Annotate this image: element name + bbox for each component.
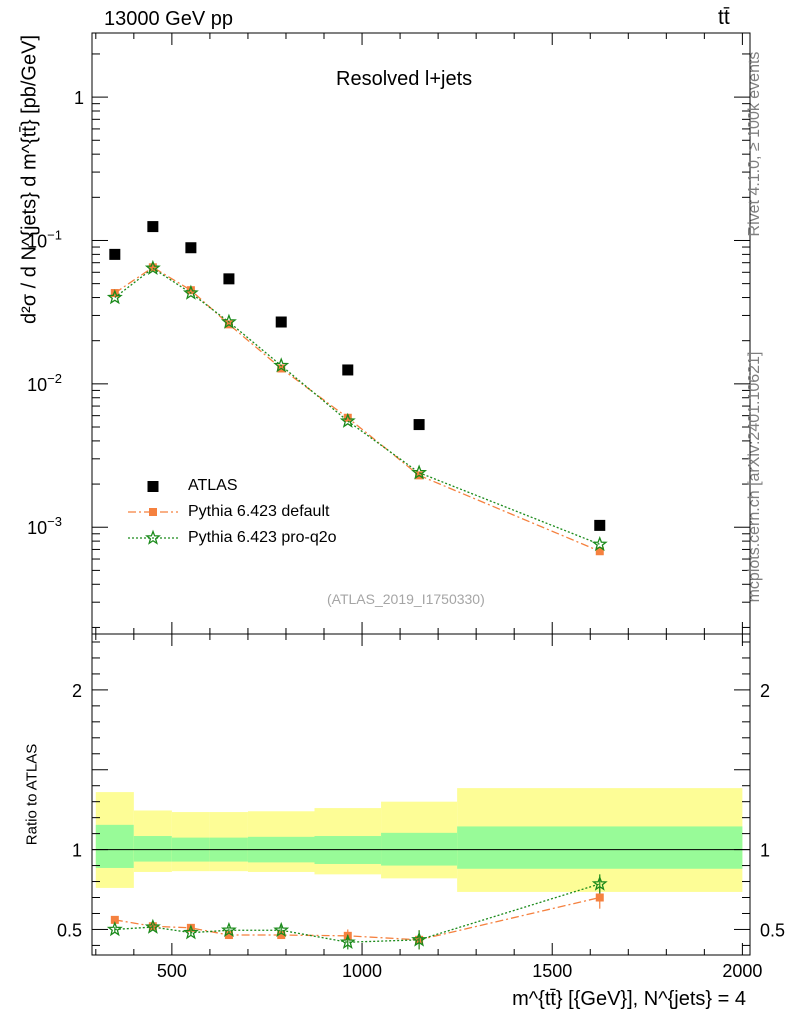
ratio-point-1-1 — [144, 918, 161, 934]
y-tick-exponent-0: −3 — [47, 514, 62, 529]
ratio-point-0-3 — [224, 931, 233, 940]
stat-uncertainty-band-7 — [457, 826, 743, 869]
ratio-tick-label-right-2: 2 — [760, 681, 770, 701]
main-point-1-0 — [110, 289, 119, 298]
ratio-point-1-0 — [106, 921, 123, 937]
main-point-0-2 — [185, 242, 197, 254]
legend-label-pythia-pro-q2o: Pythia 6.423 pro-q2o — [188, 529, 337, 546]
stat-uncertainty-band-1 — [133, 836, 172, 862]
main-point-2-7 — [591, 535, 608, 552]
main-point-2-5 — [339, 412, 356, 428]
y-tick-base-0: 10 — [27, 518, 47, 538]
main-point-0-1 — [147, 221, 159, 233]
main-point-1-5 — [343, 413, 352, 422]
y-tick-label-3: 1 — [74, 88, 84, 108]
x-axis-title: m^{tt̄} [{GeV}], N^{jets} = 4 — [512, 988, 746, 1010]
main-point-0-3 — [223, 273, 235, 285]
main-point-1-2 — [186, 286, 195, 295]
ratio-panel-lines — [106, 874, 608, 950]
y-tick-label-1: 10−2 — [27, 371, 62, 395]
main-point-0-4 — [275, 316, 287, 328]
y-tick-base-1: 10 — [27, 375, 47, 395]
stat-uncertainty-band-0 — [95, 824, 134, 868]
ratio-point-1-5 — [339, 933, 356, 949]
x-tick-label-1000: 1000 — [342, 961, 382, 981]
ratio-line-0 — [114, 896, 600, 941]
beam-energy-label: 13000 GeV pp — [104, 8, 233, 30]
process-label: tt̄ — [718, 6, 730, 29]
y-tick-exponent-2: −1 — [47, 227, 62, 242]
main-point-2-1 — [144, 259, 161, 276]
y-tick-base-2: 10 — [27, 231, 47, 251]
legend-marker-pythia-default — [149, 508, 157, 516]
y-tick-label-2: 10−1 — [27, 227, 62, 251]
main-point-0-5 — [342, 364, 354, 376]
main-panel-lines — [106, 221, 608, 556]
ratio-point-0-4 — [277, 931, 286, 940]
ratio-tick-label-left-0: 0.5 — [57, 920, 82, 940]
main-point-0-7 — [594, 519, 606, 531]
panel-frames — [91, 32, 751, 956]
main-point-1-7 — [595, 547, 604, 556]
x-tick-label-500: 500 — [157, 961, 187, 981]
ratio-point-1-4 — [273, 921, 290, 937]
main-point-0-6 — [413, 419, 425, 431]
ratio-panel-bands — [92, 788, 750, 892]
analysis-id: (ATLAS_2019_I1750330) — [327, 591, 485, 607]
ratio-point-1-3 — [220, 921, 237, 937]
ratio-point-1-2 — [182, 924, 199, 940]
ratio-tick-label-right-1: 1 — [760, 841, 770, 861]
x-tick-label-2000: 2000 — [722, 961, 762, 981]
main-point-1-1 — [148, 263, 157, 272]
ratio-panel-frame — [91, 633, 751, 956]
ratio-axis-title: Ratio to ATLAS — [23, 743, 41, 846]
ratio-tick-label-right-0: 0.5 — [760, 920, 785, 940]
legend-label-pythia-default: Pythia 6.423 default — [188, 503, 330, 520]
legend-label-atlas: ATLAS — [188, 477, 238, 494]
ratio-point-0-0 — [110, 915, 119, 924]
rivet-version-label: Rivet 4.1.0, ≥ 100k events — [746, 51, 763, 237]
main-point-2-4 — [273, 357, 290, 373]
y-axis-title: d²σ / d N^{jets} d m^{tt̄} [pb/GeV] — [18, 34, 41, 325]
main-point-2-0 — [106, 289, 123, 305]
ratio-line-1 — [114, 883, 600, 943]
legend-marker-pythia-pro-q2o — [145, 529, 161, 545]
ratio-tick-label-left-1: 1 — [72, 841, 82, 861]
plot-title: Resolved l+jets — [336, 68, 473, 90]
ratio-tick-label-left-2: 2 — [72, 681, 82, 701]
y-tick-exponent-1: −2 — [47, 371, 62, 386]
mcplots-label: mcplots.cern.ch [arXiv:2401.10621] — [746, 351, 763, 603]
ratio-point-1-6 — [411, 931, 428, 947]
y-tick-label-0: 10−3 — [27, 514, 62, 538]
x-tick-label-1500: 1500 — [532, 961, 572, 981]
legend-marker-atlas — [147, 481, 159, 492]
main-point-2-2 — [182, 284, 199, 300]
main-point-2-6 — [411, 464, 428, 480]
ratio-point-0-7 — [595, 893, 604, 902]
main-point-2-3 — [220, 313, 237, 329]
ratio-point-1-7 — [591, 875, 608, 891]
main-line-2 — [114, 267, 601, 545]
main-line-1 — [114, 266, 601, 552]
main-point-0-0 — [109, 248, 121, 260]
